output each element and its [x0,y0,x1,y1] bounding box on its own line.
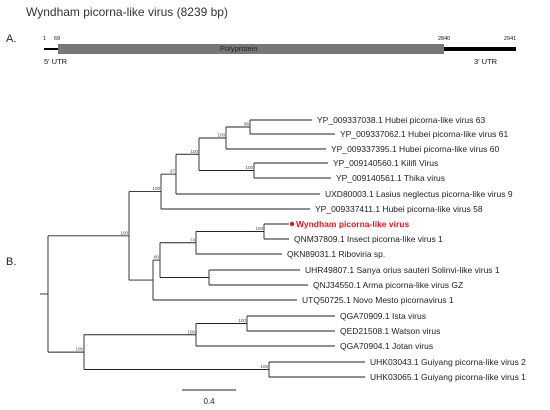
leaf-label-highlighted: Wyndham picorna-like virus [296,219,409,229]
bootstrap-label: 80 [154,255,160,260]
bootstrap-label: 74 [190,237,196,242]
leaf-labels: YP_009337038.1 Hubei picorna-like virus … [287,115,526,382]
utr5-label: 5' UTR [44,57,68,66]
polyprotein-label: Polyprotein [220,44,258,53]
bootstrap-label: 100 [187,329,195,334]
bootstrap-label: 100 [260,364,268,369]
genome-map [44,44,516,54]
leaf-label: YP_009140561.1 Thika virus [336,173,445,183]
leaf-label: UHK03043.1 Guiyang picorna-like virus 2 [370,357,526,367]
scale-bar-label: 0.4 [203,397,215,406]
bootstrap-label: 100 [217,133,225,138]
figure-title: Wyndham picorna-like virus (8239 bp) [26,5,228,19]
bootstrap-label: 96 [244,122,250,127]
panel-a-label: A. [6,33,17,45]
tree-branches [40,119,365,378]
panel-b-label: B. [6,256,17,268]
bootstrap-label: 100 [245,165,253,170]
leaf-label: YP_009337062.1 Hubei picorna-like virus … [340,129,508,139]
genome-pos-start: 1 [43,36,47,42]
utr3-label: 3' UTR [474,57,498,66]
leaf-label: YP_009337395.1 Hubei picorna-like virus … [331,144,499,154]
leaf-label: YP_009140560.1 Kilifi Virus [333,158,438,168]
leaf-label: QKN89031.1 Riboviria sp. [287,249,385,259]
bootstrap-label: 100 [120,230,128,235]
scale-bar: 0.4 [182,389,236,406]
polyprotein-bar [58,44,444,54]
leaf-label: YP_009337038.1 Hubei picorna-like virus … [317,115,485,125]
leaf-label: UXD80003.1 Lasius neglectus picorna-like… [325,189,513,199]
highlight-dot [289,221,295,227]
leaf-label: UTQ50725.1 Novo Mesto picornavirus 1 [302,295,454,305]
genome-pos-polyprotein-end: 2840 [438,36,451,42]
bootstrap-label: 97 [170,169,176,174]
bootstrap-label: 100 [255,226,263,231]
leaf-label: QGA70904.1 Jotan virus [340,341,433,351]
leaf-label: QNM37809.1 Insect picorna-like virus 1 [294,234,443,244]
bootstrap-label: 100 [152,186,160,191]
leaf-label: UHR49807.1 Sanya orius sauteri Solinvi-l… [305,265,500,275]
bootstrap-labels: 96 100 100 100 97 100 100 74 80 100 100 100 100 100 [75,122,268,370]
genome-pos-polyprotein-start: 69 [54,36,61,42]
bootstrap-label: 100 [190,149,198,154]
bootstrap-label: 100 [238,318,246,323]
leaf-label: UHK03065.1 Guiyang picorna-like virus 1 [370,372,526,382]
bootstrap-label: 100 [75,347,83,352]
genome-pos-end: 2941 [504,36,517,42]
leaf-label: QED21508.1 Watson virus [340,326,440,336]
leaf-label: YP_009337411.1 Hubei picorna-like virus … [315,204,483,214]
leaf-label: QGA70909.1 Ista virus [340,311,426,321]
leaf-label: QNJ34550.1 Arma picorna-like virus GZ [313,280,463,290]
